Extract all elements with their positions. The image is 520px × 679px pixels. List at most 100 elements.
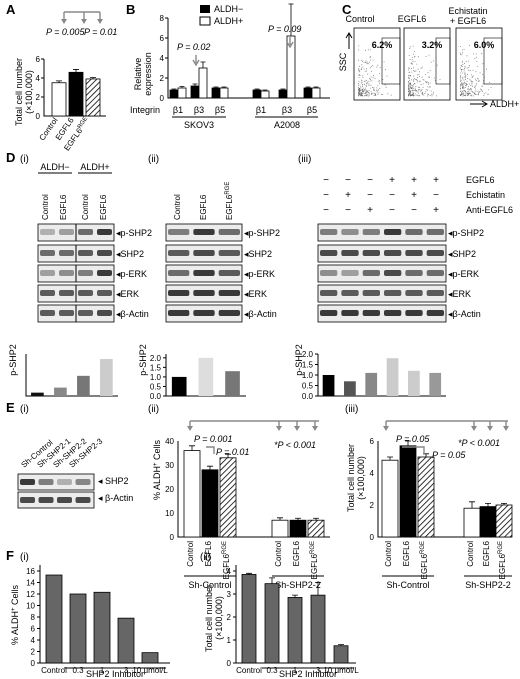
e-sub-iii: (iii) [345, 404, 358, 415]
bar [333, 645, 349, 664]
c-title-plus-egfl6: + EGFL6 [450, 16, 486, 26]
bar-aldh-neg [303, 87, 313, 99]
e-ii-group-shcontrol: Sh-Control [188, 580, 231, 590]
e-ii-pval-1: P = 0.001 [194, 434, 232, 444]
sign-cell: − [367, 190, 373, 201]
blot-band [59, 310, 74, 316]
panel-a: A Total cell number (×100,000) 0 2 4 6 P… [6, 2, 117, 153]
quant-bar [54, 387, 67, 396]
f-i-yticks: 0 2 4 6 8 10 12 14 16 [26, 567, 40, 668]
d-iii-row-anti-egfl6: Anti-EGFL6 [466, 205, 513, 215]
bar [69, 593, 87, 664]
error-bar [313, 86, 319, 88]
bar [381, 459, 399, 538]
blot-strip [317, 244, 447, 263]
panel-label-d: D [6, 150, 15, 165]
tick-label: 0 [31, 659, 36, 668]
d-i-lane: EGFL6 [99, 194, 108, 220]
band-label: ◂β-Actin [448, 309, 481, 319]
f-sub-ii: (ii) [200, 552, 211, 563]
panel-label-c: C [342, 2, 352, 17]
blot-band [384, 290, 402, 296]
blot-band [75, 479, 91, 485]
x-tick-label: 10 μmol/L [323, 666, 359, 675]
blot-band [78, 270, 93, 276]
e-iii-yunit: (×100,000) [356, 456, 366, 500]
error-bar [254, 88, 260, 90]
b-bars [169, 3, 321, 99]
panel-d: D (i) (ii) (iii) ALDH− ALDH+ Control EGF… [6, 150, 513, 401]
b-xtick: β5 [307, 105, 317, 115]
e-ii-ytick: 30 [165, 461, 174, 470]
c-title-echistatin: Echistatin [448, 6, 487, 16]
bar [68, 71, 84, 117]
bar [183, 450, 201, 538]
blot-band [97, 290, 112, 296]
bar [241, 574, 257, 664]
blot-band [168, 250, 190, 256]
b-xtick: β3 [282, 105, 292, 115]
blot-band [362, 310, 380, 316]
band-label: ◂ERK [244, 289, 267, 299]
f-sub-i: (i) [20, 552, 29, 563]
e-iii-bracket [385, 420, 508, 428]
facs-frame [455, 27, 503, 101]
e-sub-ii: (ii) [148, 404, 159, 415]
quant-tick-label: 1.0 [150, 373, 162, 382]
b-axes [167, 18, 330, 99]
blot-band [426, 270, 444, 276]
bar [310, 594, 326, 664]
panel-b: B Relative expression 0 2 4 6 8 ALDH− AL… [126, 2, 330, 130]
blot-band [426, 310, 444, 316]
error-bar [485, 503, 491, 507]
error-bar [225, 453, 231, 458]
quant-bar [365, 372, 378, 396]
blot-band [218, 310, 240, 316]
e-ii-xlabel: EGFL6RGE [310, 541, 319, 579]
blot-band [168, 290, 190, 296]
bar [117, 617, 135, 664]
blot-band [320, 229, 338, 235]
blot-band [362, 229, 380, 235]
sign-cell: + [389, 175, 395, 186]
d-sub-i: (i) [20, 154, 29, 165]
blot-band [57, 497, 72, 503]
quant-bar [171, 376, 187, 396]
e-ii-xlabels: Control EGFL6 EGFL6RGE Control EGFL6 EGF… [186, 540, 319, 579]
x-tick-label: 0.3 [72, 666, 84, 675]
blot-strip [317, 223, 447, 242]
blot-band [193, 250, 215, 256]
band-label: ◂ERK [116, 289, 139, 299]
a-yticks: 0 2 4 6 [36, 55, 41, 121]
sign-cell: − [323, 205, 329, 216]
b-group-a2008: A2008 [274, 120, 300, 130]
e-ii-pval-2: P = 0.01 [216, 447, 249, 457]
tick-label: 8 [31, 613, 36, 622]
blot-band [341, 310, 359, 316]
tick-label: 4 [227, 567, 232, 576]
d-quantification: 0.00.51.01.52.00.00.51.01.52.0 [25, 350, 446, 401]
error-bar [179, 86, 185, 88]
facs-frame [403, 27, 451, 101]
b-arrow-1 [192, 55, 200, 67]
facs-gate [435, 37, 451, 85]
d-i-aldh-neg: ALDH− [40, 162, 69, 172]
b-pval-2: P = 0.09 [268, 24, 301, 34]
band-label: ◂p-ERK [116, 269, 147, 279]
d-iii-row-echistatin: Echistatin [466, 190, 505, 200]
b-xtick: β5 [215, 105, 225, 115]
blot-band [341, 290, 359, 296]
error-bar [315, 582, 321, 596]
panel-c: C Control EGFL6 Echistatin + EGFL6 6.2% 3… [338, 2, 519, 109]
bar [219, 457, 237, 538]
blot-band [218, 290, 240, 296]
d-ii-lanes: Control EGFL6 EGFL6RGE [173, 182, 234, 220]
x-tick-label: 3 [124, 666, 129, 675]
d-band-labels: ◂p-SHP2 ◂SHP2 ◂p-ERK ◂ERK ◂β-Actin ◂p-SHP2 ◂SH… [116, 228, 484, 319]
bar [141, 652, 159, 664]
bar [479, 506, 497, 538]
f-i-bars [45, 574, 159, 664]
tick-label: 4 [31, 636, 36, 645]
tick-label: 0 [227, 659, 232, 668]
b-xticks: β1 β3 β5 β1 β3 β5 [173, 105, 317, 115]
